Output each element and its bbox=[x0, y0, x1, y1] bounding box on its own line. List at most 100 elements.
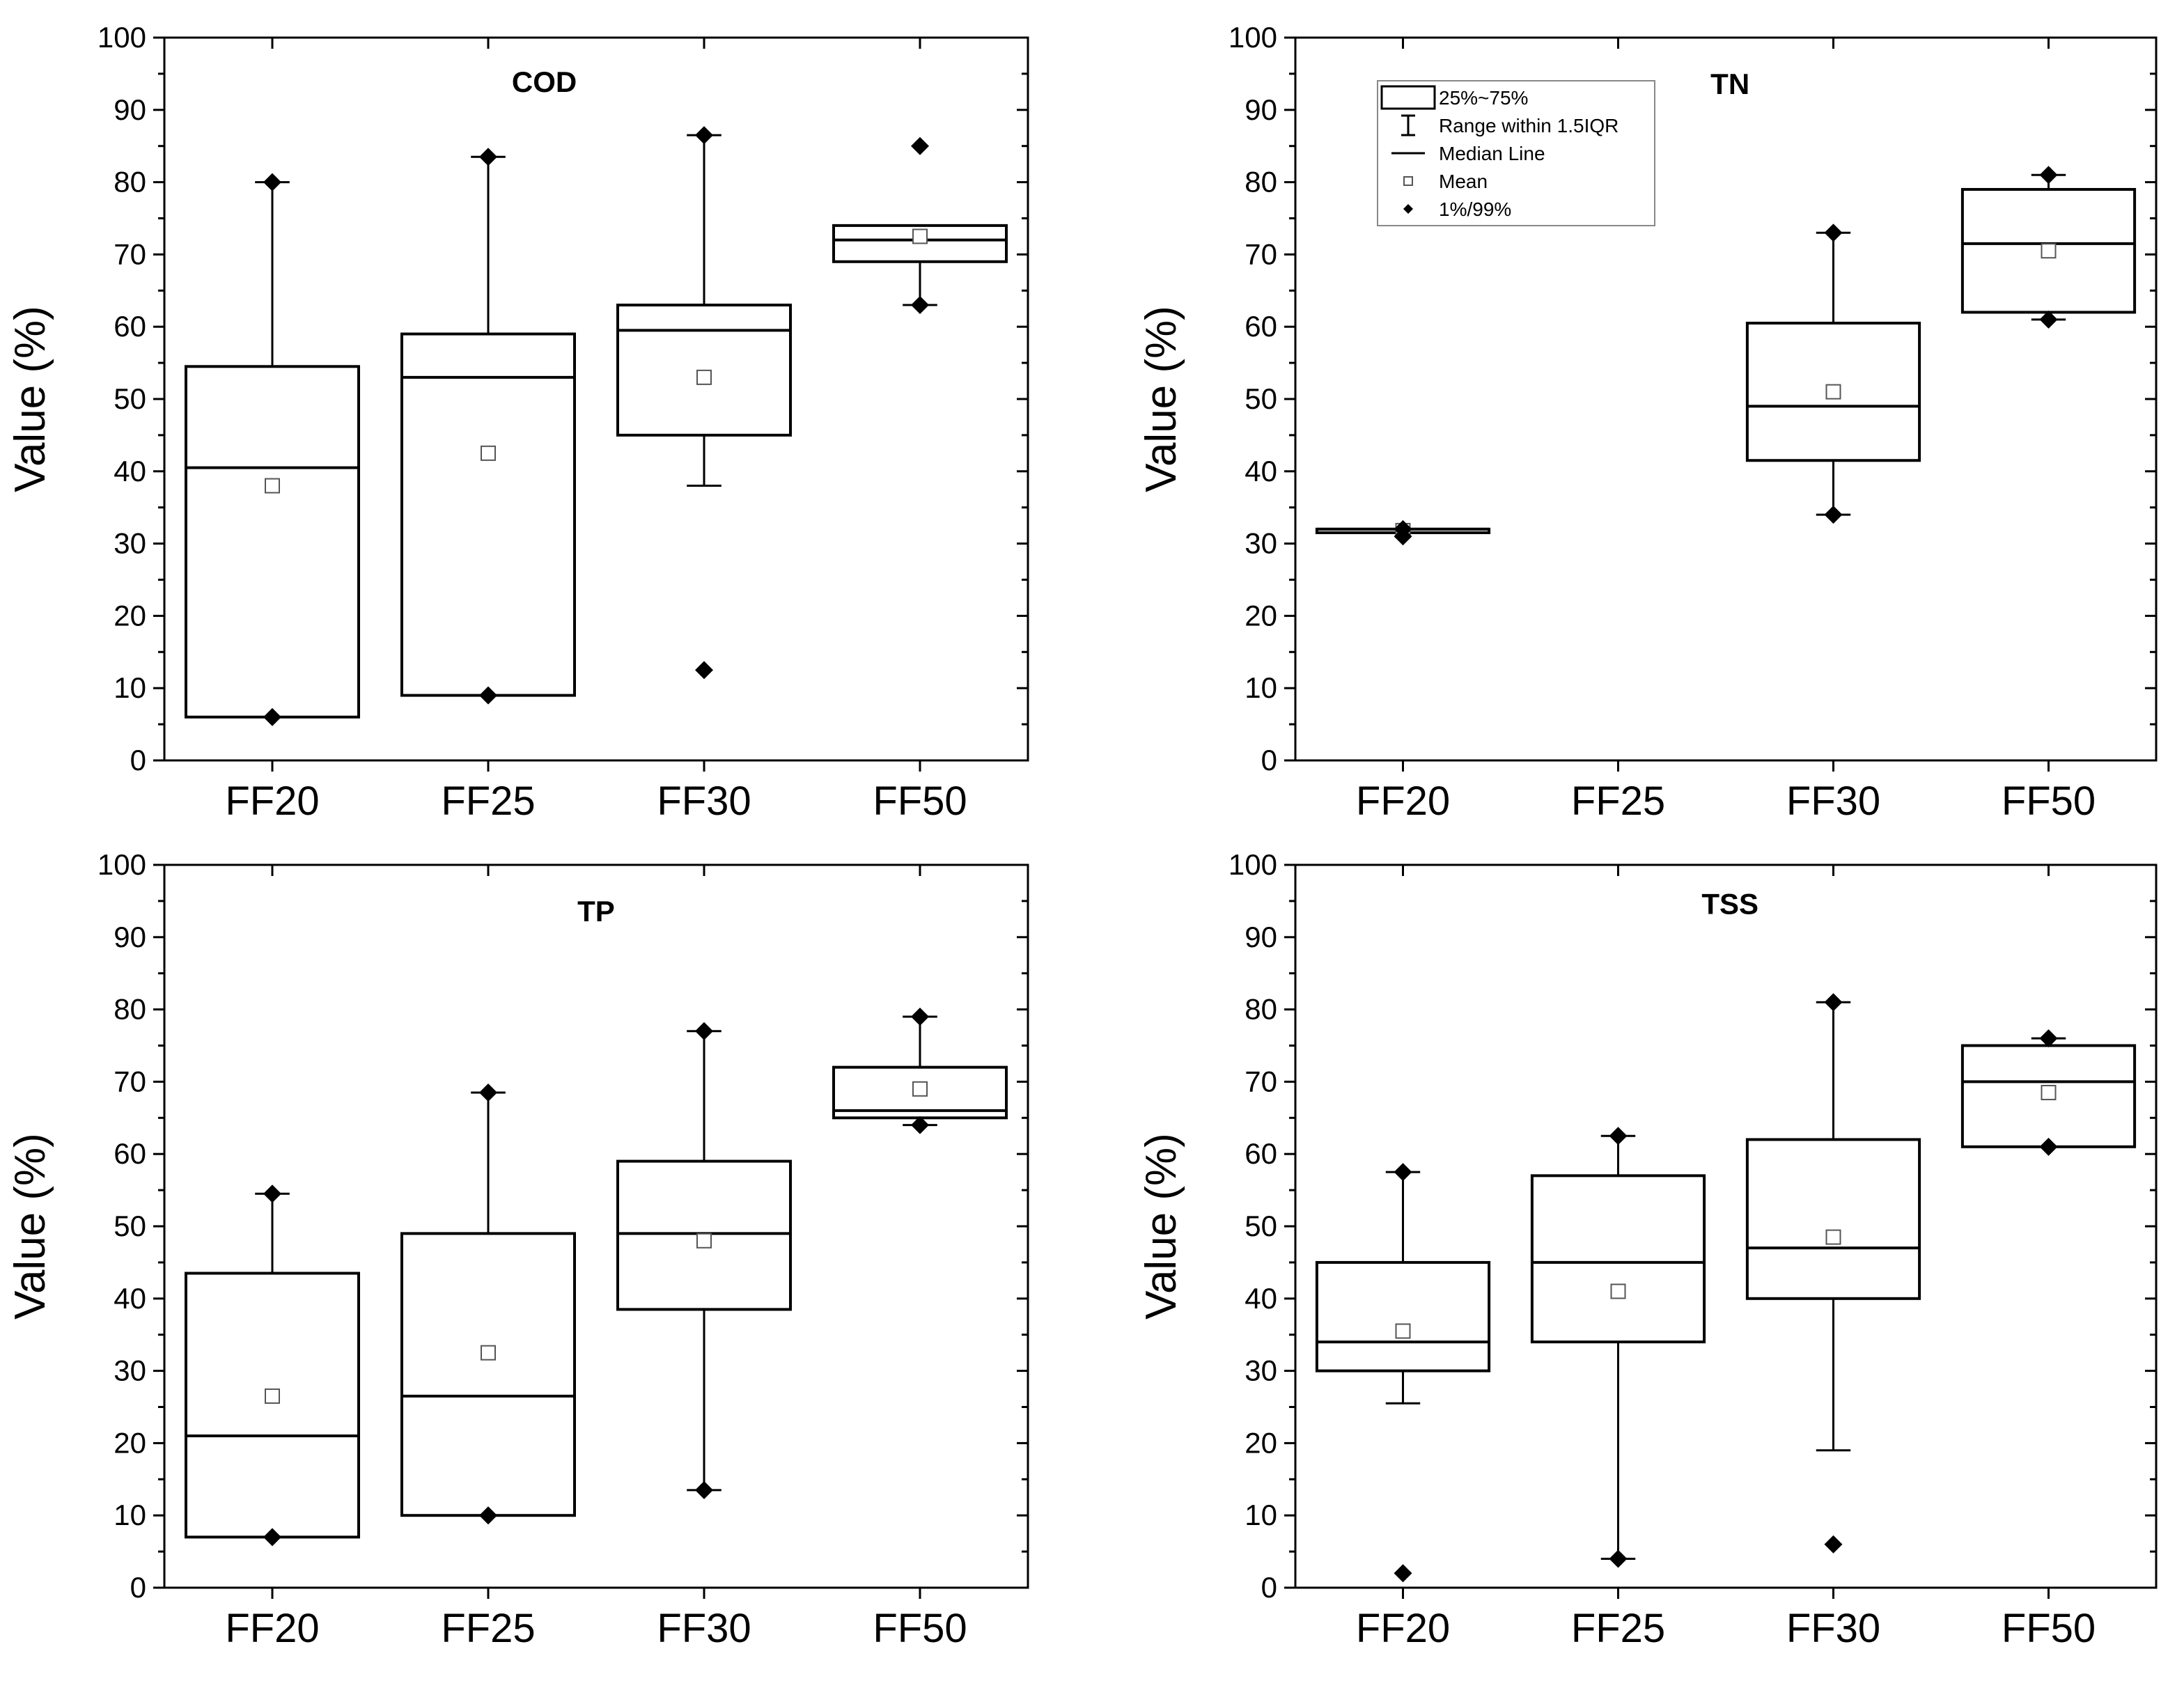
x-category-label: FF20 bbox=[1356, 779, 1450, 824]
percentile-99-marker bbox=[263, 173, 281, 191]
mean-marker bbox=[1825, 1229, 1841, 1245]
percentile-99-marker bbox=[1394, 1163, 1412, 1182]
y-tick-label: 100 bbox=[98, 21, 146, 54]
plot-frame bbox=[1294, 863, 2158, 1589]
box-ff50 bbox=[832, 1007, 1008, 1134]
x-category-label: FF30 bbox=[657, 1606, 751, 1651]
iqr-box bbox=[400, 332, 576, 697]
x-category-label: FF20 bbox=[1356, 1606, 1450, 1651]
chart-panel-tss: 0 10 20 30 40 50 60 70 80 90 100 FF20 FF25 FF30 FF50 Va… bbox=[1137, 848, 2158, 1651]
percentile-99-marker bbox=[263, 1184, 281, 1203]
y-tick-label: 20 bbox=[114, 599, 146, 632]
x-category-label: FF50 bbox=[2002, 779, 2096, 824]
mean-marker bbox=[912, 228, 928, 244]
x-category-label: FF25 bbox=[1571, 779, 1665, 824]
box-ff50 bbox=[832, 136, 1008, 315]
y-axis-title: Value (%) bbox=[1137, 306, 1185, 492]
y-tick-label: 80 bbox=[114, 166, 146, 198]
box-ff20 bbox=[1315, 519, 1491, 546]
percentile-1-marker bbox=[2039, 1137, 2058, 1156]
y-tick-label: 70 bbox=[1245, 237, 1277, 270]
x-category-label: FF25 bbox=[441, 779, 535, 824]
percentile-99-marker bbox=[1824, 224, 1843, 242]
y-tick-label: 100 bbox=[1228, 848, 1277, 881]
box-ff30 bbox=[616, 126, 792, 680]
percentile-1-marker bbox=[911, 296, 929, 315]
y-tick-label: 50 bbox=[1245, 382, 1277, 415]
percentile-99-marker bbox=[479, 1083, 497, 1102]
percentile-99-marker bbox=[2039, 1029, 2058, 1048]
mean-marker bbox=[481, 1345, 496, 1361]
percentile-99-marker bbox=[911, 1007, 929, 1026]
percentile-99-marker bbox=[695, 126, 713, 145]
box-ff30 bbox=[1745, 224, 1921, 524]
iqr-box bbox=[185, 1272, 360, 1539]
legend-label: 25%~75% bbox=[1439, 87, 1528, 109]
percentile-1-marker bbox=[911, 1116, 929, 1134]
y-tick-label: 80 bbox=[1245, 993, 1277, 1026]
y-tick-label: 30 bbox=[114, 527, 146, 560]
y-tick-label: 40 bbox=[1245, 455, 1277, 487]
y-tick-label: 30 bbox=[1245, 1354, 1277, 1387]
y-tick-label: 60 bbox=[1245, 310, 1277, 343]
percentile-1-marker bbox=[479, 1506, 497, 1525]
box-ff30 bbox=[1745, 993, 1921, 1554]
x-category-label: FF20 bbox=[225, 1606, 319, 1651]
x-category-label: FF20 bbox=[225, 779, 319, 824]
y-tick-label: 10 bbox=[114, 1499, 146, 1531]
legend-box-symbol bbox=[1380, 85, 1436, 110]
legend-label: 1%/99% bbox=[1439, 198, 1511, 220]
y-tick-label: 90 bbox=[114, 93, 146, 126]
iqr-box bbox=[1530, 1174, 1706, 1344]
iqr-box bbox=[1745, 1138, 1921, 1300]
chart-panel-tp: 0 10 20 30 40 50 60 70 80 90 100 FF20 FF25 FF30 FF50 Va… bbox=[6, 848, 1029, 1651]
box-ff25 bbox=[400, 148, 576, 705]
percentile-1-marker bbox=[1609, 1549, 1628, 1568]
percentile-1-marker bbox=[1824, 506, 1843, 524]
box-ff50 bbox=[1960, 166, 2137, 329]
y-tick-label: 40 bbox=[114, 1282, 146, 1315]
y-tick-label: 50 bbox=[114, 1210, 146, 1242]
y-tick-label: 0 bbox=[1261, 1571, 1277, 1604]
mean-marker bbox=[1825, 384, 1841, 400]
percentile-1-marker bbox=[479, 686, 497, 705]
y-tick-label: 20 bbox=[1245, 599, 1277, 632]
x-category-label: FF50 bbox=[873, 779, 967, 824]
legend-mean-symbol bbox=[1403, 176, 1413, 186]
percentile-99-marker bbox=[479, 148, 497, 166]
mean-marker bbox=[1610, 1283, 1626, 1299]
y-tick-label: 40 bbox=[1245, 1282, 1277, 1315]
y-tick-label: 10 bbox=[1245, 1499, 1277, 1531]
mean-marker bbox=[2041, 243, 2057, 259]
y-tick-label: 70 bbox=[1245, 1065, 1277, 1097]
y-tick-label: 50 bbox=[114, 382, 146, 415]
y-tick-label: 70 bbox=[114, 1065, 146, 1097]
box-ff50 bbox=[1960, 1029, 2137, 1156]
y-tick-label: 90 bbox=[114, 921, 146, 953]
y-tick-label: 0 bbox=[130, 744, 146, 776]
y-tick-label: 90 bbox=[1245, 921, 1277, 953]
x-category-label: FF50 bbox=[2002, 1606, 2096, 1651]
mean-marker bbox=[912, 1081, 928, 1097]
box-ff25 bbox=[400, 1083, 576, 1525]
y-tick-label: 60 bbox=[114, 1137, 146, 1170]
percentile-99-marker bbox=[1824, 993, 1843, 1012]
y-axis-title: Value (%) bbox=[6, 306, 54, 492]
legend-label: Range within 1.5IQR bbox=[1439, 115, 1618, 136]
iqr-box bbox=[1315, 1260, 1491, 1373]
y-tick-label: 70 bbox=[114, 237, 146, 270]
y-tick-label: 100 bbox=[98, 848, 146, 881]
y-tick-label: 80 bbox=[1245, 166, 1277, 198]
mean-marker bbox=[2041, 1084, 2057, 1100]
y-tick-label: 20 bbox=[114, 1426, 146, 1459]
legend-label: Median Line bbox=[1439, 143, 1545, 164]
x-category-label: FF25 bbox=[441, 1606, 535, 1651]
y-axis-title: Value (%) bbox=[1137, 1133, 1185, 1320]
iqr-box bbox=[185, 365, 360, 719]
x-category-label: FF25 bbox=[1571, 1606, 1665, 1651]
panel-title: TN bbox=[1710, 68, 1749, 100]
percentile-99-marker bbox=[2039, 166, 2058, 185]
y-tick-label: 30 bbox=[1245, 527, 1277, 560]
mean-marker bbox=[696, 369, 712, 385]
